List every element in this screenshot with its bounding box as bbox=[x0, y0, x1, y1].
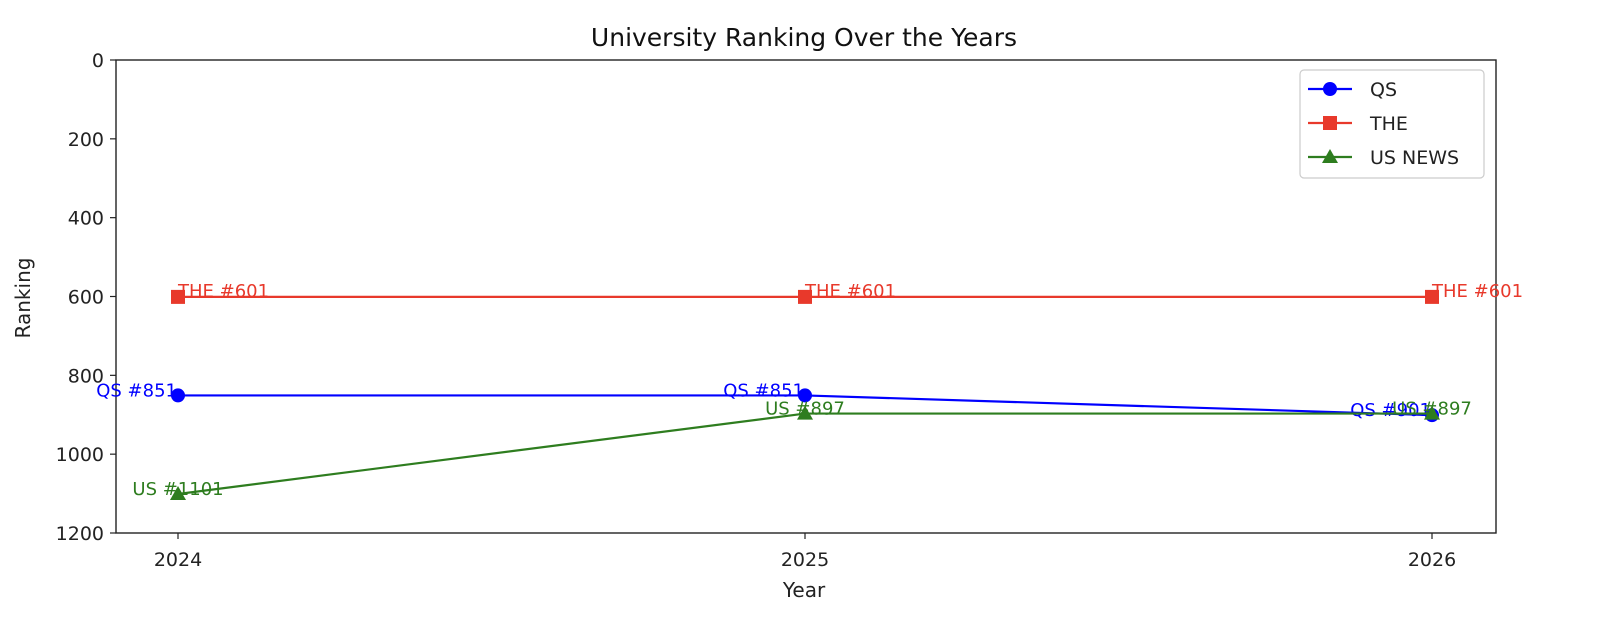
y-tick-label: 800 bbox=[68, 365, 104, 387]
y-axis-title: Ranking bbox=[11, 258, 35, 339]
legend-box bbox=[1299, 69, 1485, 179]
series-us-news: US #1101 US #897 US #897 bbox=[132, 399, 1472, 500]
data-point-us-news bbox=[170, 485, 186, 500]
data-label-us-news: US #1101 bbox=[132, 479, 223, 500]
y-tick-label: 200 bbox=[68, 129, 104, 151]
legend-label-the: THE bbox=[1369, 113, 1408, 135]
series-qs: QS #851 QS #851 QS #901 bbox=[96, 380, 1439, 423]
legend-label-us-news: US NEWS bbox=[1370, 147, 1459, 169]
legend-item-us-news: US NEWS bbox=[1308, 147, 1459, 169]
data-label-qs: QS #851 bbox=[96, 380, 177, 401]
x-tick-label: 2025 bbox=[781, 549, 829, 571]
data-label-the: THE #601 bbox=[804, 281, 896, 302]
legend-item-qs: QS bbox=[1308, 79, 1397, 101]
data-label-us-news: US #897 bbox=[765, 399, 845, 420]
data-label-the: THE #601 bbox=[1431, 281, 1523, 302]
y-axis: 0 200 400 600 800 1000 1200 bbox=[56, 50, 116, 545]
data-point-qs bbox=[171, 388, 185, 403]
legend-marker-us-news bbox=[1322, 149, 1338, 163]
y-tick-label: 400 bbox=[68, 208, 104, 230]
data-label-the: THE #601 bbox=[177, 281, 269, 302]
data-label-qs: QS #901 bbox=[1350, 400, 1431, 421]
legend: QS THE US NEWS bbox=[1299, 69, 1485, 179]
data-point-us-news bbox=[1424, 405, 1440, 420]
y-tick-label: 600 bbox=[68, 287, 104, 309]
x-axis-title: Year bbox=[782, 578, 826, 602]
legend-item-the: THE bbox=[1308, 113, 1408, 135]
y-tick-label: 0 bbox=[92, 50, 104, 72]
data-point-us-news bbox=[797, 405, 813, 420]
series-line-us-news bbox=[177, 412, 1432, 496]
y-tick-label: 1200 bbox=[56, 523, 104, 545]
x-tick-label: 2024 bbox=[154, 549, 202, 571]
data-label-qs: QS #851 bbox=[723, 380, 804, 401]
data-point-qs bbox=[798, 388, 812, 403]
data-point-the bbox=[1425, 289, 1439, 304]
data-point-the bbox=[798, 289, 812, 304]
legend-label-qs: QS bbox=[1370, 79, 1397, 101]
data-point-the bbox=[171, 289, 185, 304]
x-axis: 2024 2025 2026 bbox=[154, 533, 1456, 571]
series-the: THE #601 THE #601 THE #601 bbox=[171, 281, 1523, 304]
x-tick-label: 2026 bbox=[1408, 549, 1456, 571]
data-label-us-news: US #897 bbox=[1392, 399, 1472, 420]
chart-title: University Ranking Over the Years bbox=[591, 23, 1017, 52]
y-tick-label: 1000 bbox=[56, 444, 104, 466]
legend-marker-qs bbox=[1323, 82, 1337, 96]
legend-marker-the bbox=[1323, 116, 1337, 130]
